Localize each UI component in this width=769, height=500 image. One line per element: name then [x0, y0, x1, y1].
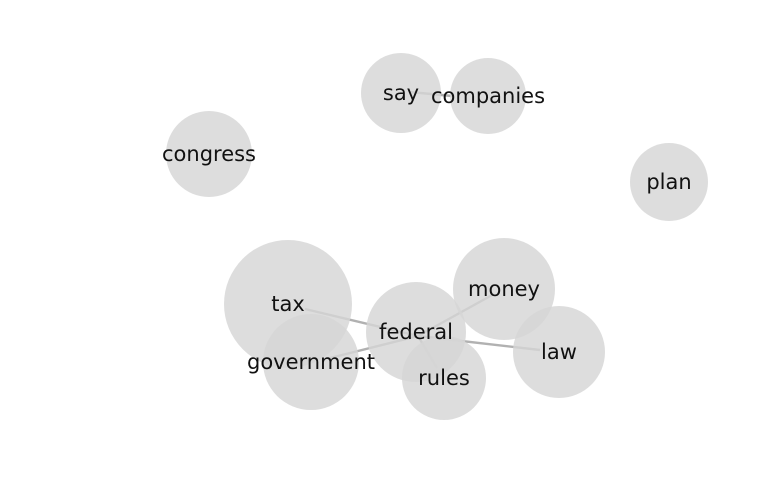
node-label-money: money — [468, 277, 540, 301]
node-label-plan: plan — [646, 170, 691, 194]
node-label-federal: federal — [379, 320, 453, 344]
node-companies[interactable] — [450, 58, 526, 134]
nodes-layer — [166, 53, 708, 420]
labels-layer: say companies congress plan tax governmentfed… — [162, 81, 692, 390]
node-label-law: law — [541, 340, 577, 364]
node-label-say: say — [383, 81, 419, 105]
node-label-government: government — [247, 350, 375, 374]
node-law[interactable] — [513, 306, 605, 398]
node-rules[interactable] — [402, 336, 486, 420]
node-label-rules: rules — [418, 366, 470, 390]
node-label-companies: companies — [431, 84, 545, 108]
node-plan[interactable] — [630, 143, 708, 221]
node-label-tax: tax — [271, 292, 305, 316]
node-money[interactable] — [453, 238, 555, 340]
node-government[interactable] — [263, 314, 359, 410]
node-say[interactable] — [361, 53, 441, 133]
node-label-congress: congress — [162, 142, 256, 166]
node-congress[interactable] — [166, 111, 252, 197]
